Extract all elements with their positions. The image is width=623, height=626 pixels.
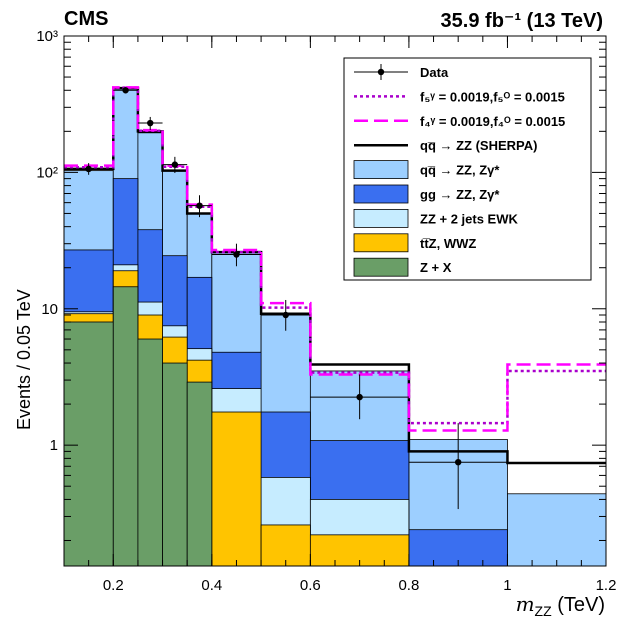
stack-bar-0-1 <box>112 286 139 567</box>
legend-label-6: ZZ + 2 jets EWK <box>420 211 518 226</box>
x-axis-variable: m <box>515 592 535 616</box>
x-tick-label-3: 0.8 <box>398 577 419 594</box>
x-tick-label-5: 1.2 <box>596 577 617 594</box>
step-line-2 <box>64 86 606 432</box>
legend-label-3: qq̅ → ZZ (SHERPA) <box>420 138 537 153</box>
x-tick-label-1: 0.4 <box>201 577 222 594</box>
stack-bar-1-6 <box>260 524 311 567</box>
x-tick-label-2: 0.6 <box>300 577 321 594</box>
legend-marker-dot <box>377 68 385 76</box>
stack-bar-1-5 <box>211 411 262 567</box>
stack-bar-0-0 <box>63 321 114 567</box>
legend-label-5: gg → ZZ, Zγ* <box>420 187 500 202</box>
legend-label-2: f₄ᵞ = 0.0019,f₄ᴼ = 0.0015 <box>420 114 565 129</box>
legend-box-swatch-5 <box>353 184 409 204</box>
data-point-6 <box>282 311 289 319</box>
data-point-5 <box>233 251 240 258</box>
x-axis-label: mZZ (TeV) <box>516 592 605 619</box>
stack-bar-0-2 <box>137 338 163 567</box>
y-tick-label-1: 10 <box>41 301 58 318</box>
x-tick-label-4: 1 <box>503 577 511 594</box>
data-point-2 <box>147 119 154 127</box>
legend-label-4: qq̅ → ZZ, Zγ* <box>420 163 500 178</box>
legend-box-swatch-7 <box>353 233 409 253</box>
luminosity-label: 35.9 fb⁻¹ (13 TeV) <box>440 10 603 32</box>
legend-label-7: tt̅Z, WWZ <box>420 236 476 251</box>
data-point-4 <box>196 202 203 209</box>
stack-bar-0-4 <box>186 381 213 567</box>
data-point-1 <box>122 87 129 94</box>
legend-box-swatch-4 <box>353 160 409 180</box>
x-axis-subscript: ZZ <box>534 603 552 619</box>
legend-box-swatch-6 <box>353 208 409 228</box>
y-axis-label: Events / 0.05 TeV <box>14 289 34 430</box>
data-point-8 <box>454 458 462 466</box>
y-tick-label-0: 1 <box>50 437 58 454</box>
data-point-3 <box>171 161 179 168</box>
legend-label-0: Data <box>420 65 449 80</box>
experiment-label: CMS <box>64 8 109 30</box>
stack-bar-0-3 <box>162 362 188 567</box>
data-point-0 <box>85 165 92 173</box>
x-axis-unit: (TeV) <box>557 594 605 616</box>
legend-label-1: f₅ᵞ = 0.0019,f₅ᴼ = 0.0015 <box>420 89 565 104</box>
y-tick-label-2: 10² <box>36 164 58 181</box>
y-tick-label-3: 10³ <box>36 28 58 45</box>
data-point-7 <box>356 393 363 401</box>
legend-label-8: Z + X <box>420 260 452 275</box>
stack-bar-4-9 <box>507 493 607 567</box>
x-tick-label-0: 0.2 <box>103 577 124 594</box>
legend-box-swatch-8 <box>353 257 409 277</box>
